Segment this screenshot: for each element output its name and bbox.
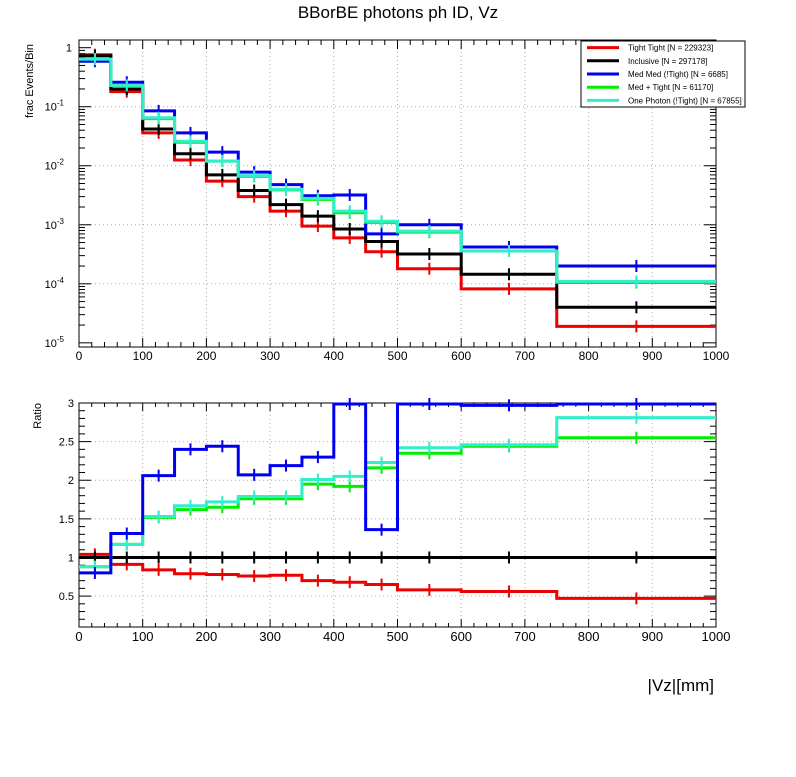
- chart-title: BBorBE photons ph ID, Vz: [298, 3, 498, 22]
- top-y-tick-label: 10-5: [45, 335, 65, 350]
- top-y-axis-label: frac Events/Bin: [24, 44, 36, 118]
- top-x-tick-label: 0: [76, 349, 83, 363]
- bottom-x-tick-label: 200: [196, 629, 218, 644]
- bottom-x-tick-label: 600: [450, 629, 472, 644]
- bottom-x-tick-label: 500: [387, 629, 409, 644]
- bottom-y-tick-label: 1: [68, 552, 74, 564]
- legend: Tight Tight [N = 229323] Inclusive [N = 2…: [580, 40, 746, 108]
- bottom-y-tick-label: 3: [68, 398, 74, 410]
- bottom-panel: 0 100 200 300 400 500 600 700 800 900 1000 0.5 1 1.5 2…: [59, 398, 731, 644]
- top-x-tick-label: 400: [324, 349, 344, 363]
- bottom-y-axis-label: Ratio: [32, 403, 44, 429]
- bottom-x-tick-label: 0: [75, 629, 82, 644]
- top-x-tick-label: 100: [133, 349, 153, 363]
- top-x-tick-label: 700: [515, 349, 535, 363]
- bottom-y-tick-label: 0.5: [59, 591, 74, 603]
- top-x-tick-label: 500: [387, 349, 407, 363]
- bottom-x-tick-label: 300: [259, 629, 281, 644]
- bottom-y-tick-label: 2.5: [59, 437, 74, 449]
- bottom-x-tick-label: 400: [323, 629, 345, 644]
- legend-label-tight_tight: Tight Tight [N = 229323]: [628, 44, 713, 53]
- bottom-x-tick-label: 100: [132, 629, 154, 644]
- top-x-tick-label: 800: [579, 349, 599, 363]
- bottom-x-axis-label: |Vz|[mm]: [648, 676, 714, 695]
- top-x-tick-label: 1000: [703, 349, 730, 363]
- legend-label-one_photon: One Photon (!Tight) [N = 67855]: [628, 96, 742, 105]
- bottom-y-tick-label: 2: [68, 475, 74, 487]
- top-y-tick-label: 10-2: [45, 158, 65, 173]
- legend-label-med_tight: Med + Tight [N = 61170]: [628, 83, 713, 92]
- legend-label-med_med: Med Med (!Tight) [N = 6685]: [628, 70, 728, 79]
- bottom-x-tick-label: 700: [514, 629, 536, 644]
- bottom-x-tick-label: 800: [578, 629, 600, 644]
- top-y-tick-label: 10-3: [45, 217, 65, 232]
- top-y-tick-label: 10-1: [45, 99, 65, 114]
- top-x-tick-label: 600: [451, 349, 471, 363]
- top-x-tick-label: 900: [642, 349, 662, 363]
- top-y-tick-label: 1: [66, 43, 72, 55]
- top-x-tick-label: 300: [260, 349, 280, 363]
- legend-label-inclusive: Inclusive [N = 297178]: [628, 57, 707, 66]
- bottom-y-tick-label: 1.5: [59, 514, 74, 526]
- top-y-tick-label: 10-4: [45, 276, 65, 291]
- bottom-x-tick-label: 900: [641, 629, 663, 644]
- bottom-x-tick-label: 1000: [702, 629, 731, 644]
- top-x-tick-label: 200: [196, 349, 216, 363]
